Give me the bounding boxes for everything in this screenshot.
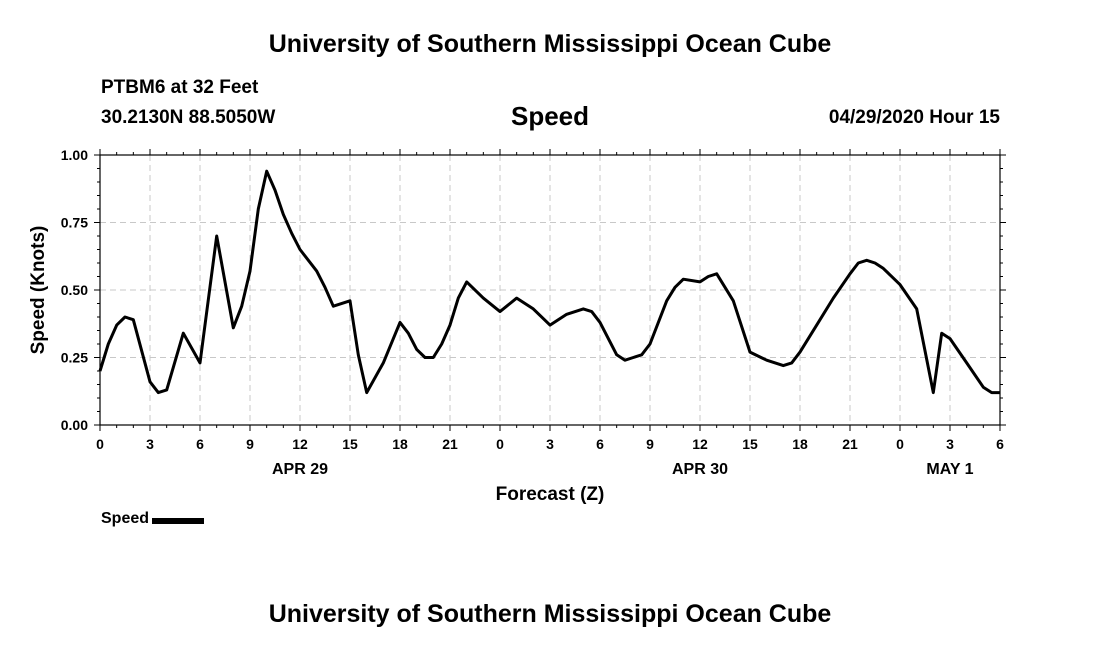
x-tick-label: 6	[196, 436, 204, 452]
y-tick-label: 0.00	[61, 417, 88, 433]
x-tick-label: 0	[896, 436, 904, 452]
x-tick-label: 21	[442, 436, 458, 452]
x-tick-label: 9	[646, 436, 654, 452]
x-tick-label: 18	[392, 436, 408, 452]
station-label: PTBM6 at 32 Feet	[101, 77, 259, 98]
x-tick-label: 21	[842, 436, 858, 452]
x-tick-label: 6	[996, 436, 1004, 452]
date-label: MAY 1	[926, 461, 973, 478]
x-tick-label: 9	[246, 436, 254, 452]
page-title: University of Southern Mississippi Ocean…	[268, 30, 832, 58]
date-label: APR 30	[672, 461, 728, 478]
date-label: APR 29	[272, 461, 328, 478]
y-tick-label: 0.75	[61, 215, 88, 231]
x-tick-label: 15	[742, 436, 758, 452]
x-tick-label: 0	[96, 436, 104, 452]
x-tick-label: 3	[146, 436, 154, 452]
chart-title: Speed	[510, 101, 590, 131]
x-tick-label: 3	[546, 436, 554, 452]
legend-swatch	[152, 517, 205, 524]
x-tick-label: 12	[292, 436, 308, 452]
x-tick-label: 6	[596, 436, 604, 452]
speed-series-line	[98, 169, 1000, 395]
footer-title: University of Southern Mississippi Ocean…	[268, 600, 832, 628]
legend: Speed	[101, 510, 205, 528]
coordinates-label: 30.2130N 88.5050W	[101, 107, 276, 128]
legend-label: Speed	[101, 510, 150, 527]
y-axis-title: Speed (Knots)	[28, 226, 49, 355]
y-tick-label: 0.50	[61, 282, 88, 298]
y-tick-label: 0.25	[61, 350, 88, 366]
x-tick-label: 18	[792, 436, 808, 452]
x-tick-label: 0	[496, 436, 504, 452]
forecast-datetime: 04/29/2020 Hour 15	[828, 107, 1000, 128]
x-tick-label: 3	[946, 436, 954, 452]
y-tick-label: 1.00	[61, 147, 88, 163]
x-tick-label: 12	[692, 436, 708, 452]
x-axis-title: Forecast (Z)	[496, 484, 605, 505]
x-tick-label: 15	[342, 436, 358, 452]
